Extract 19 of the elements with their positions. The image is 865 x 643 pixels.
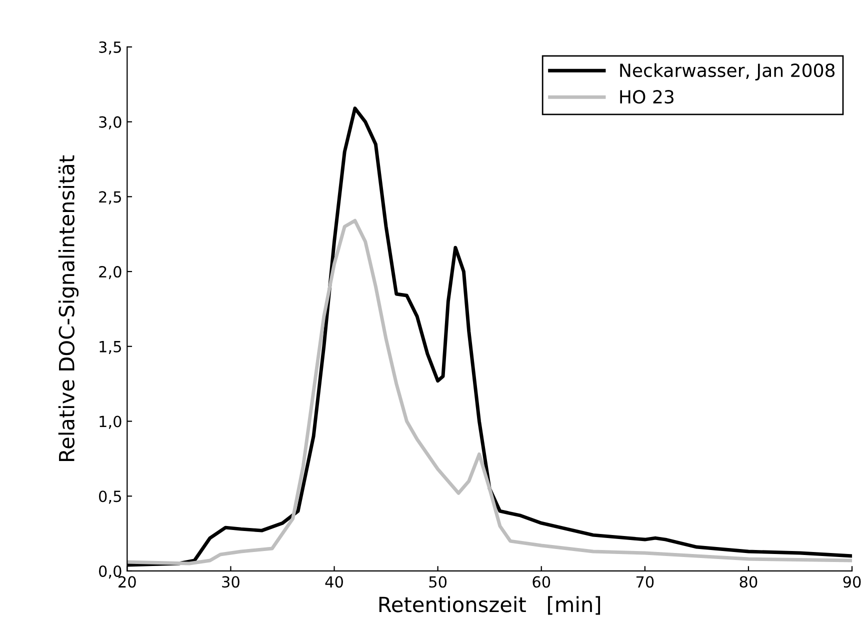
line-series <box>127 218 852 566</box>
y-tick-label: 0,5 <box>99 490 121 504</box>
x-tick-label: 60 <box>532 576 550 588</box>
x-tick-label: 90 <box>843 576 861 588</box>
x-tick-label: 80 <box>740 576 758 588</box>
x-axis-title: Retentionszeit [min] <box>379 596 600 615</box>
legend-label: Neckarwasser, Jan 2008 <box>620 63 835 81</box>
x-tick-label: 40 <box>325 576 343 588</box>
x-tick-label: 30 <box>222 576 240 588</box>
x-tick-label: 70 <box>636 576 654 588</box>
y-tick-label: 1,5 <box>100 341 121 354</box>
y-tick-label: 2,5 <box>99 191 121 204</box>
x-tick-label: 50 <box>429 576 447 588</box>
y-tick-label: 2,0 <box>99 266 122 280</box>
y-axis-title: Relative DOC-Signalintensität <box>58 155 79 461</box>
y-tick-label: 3,0 <box>99 116 122 130</box>
y-tick-label: 1,0 <box>100 416 122 429</box>
legend-label: HO 23 <box>620 90 674 104</box>
y-tick-label: 3,5 <box>99 41 121 55</box>
